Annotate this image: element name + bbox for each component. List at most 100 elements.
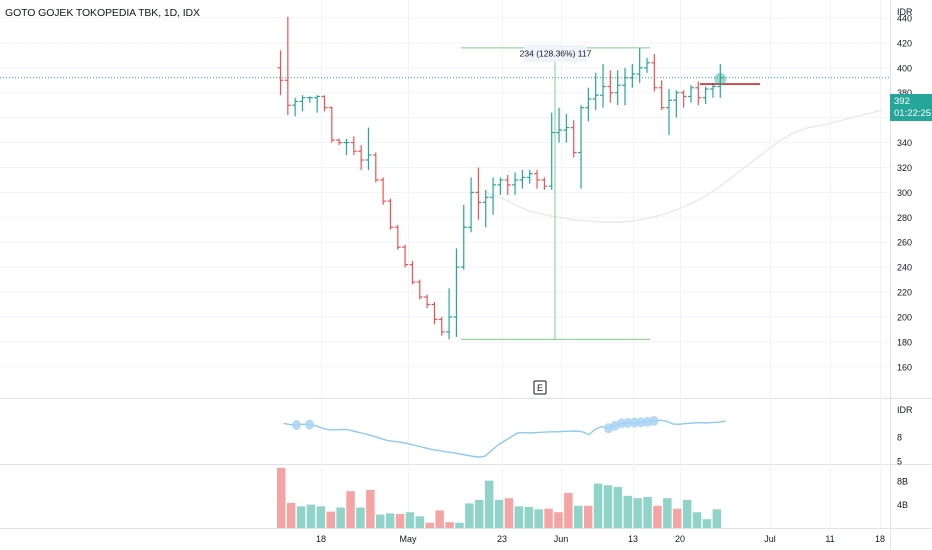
ohlc-bar[interactable]: [673, 90, 680, 118]
oscillator-marker: [649, 416, 659, 426]
price-tick-label: 260: [897, 238, 912, 248]
event-marker[interactable]: E: [537, 383, 543, 393]
ohlc-bar[interactable]: [394, 224, 401, 250]
ohlc-bar[interactable]: [512, 172, 519, 195]
ohlc-bar[interactable]: [636, 47, 643, 83]
volume-bar: [296, 506, 306, 528]
ohlc-bar[interactable]: [482, 189, 489, 228]
volume-bars: [277, 467, 722, 528]
ohlc-bar[interactable]: [358, 145, 365, 170]
event-marker-box[interactable]: [533, 380, 547, 395]
ohlc-bar[interactable]: [570, 120, 577, 158]
ohlc-bar[interactable]: [350, 136, 357, 156]
ohlc-bar[interactable]: [336, 138, 343, 146]
ohlc-bar[interactable]: [431, 301, 438, 325]
ohlc-bar[interactable]: [321, 95, 328, 112]
ohlc-bar[interactable]: [622, 67, 629, 106]
ohlc-bar[interactable]: [402, 244, 409, 268]
ohlc-bar[interactable]: [534, 169, 541, 189]
measure-label: 234 (128.36%) 117: [520, 49, 592, 59]
ohlc-bar[interactable]: [468, 177, 475, 233]
price-tick-label: 240: [897, 263, 912, 273]
ohlc-bar[interactable]: [292, 97, 299, 117]
oscillator-line: [283, 419, 726, 458]
volume-bar: [455, 522, 464, 528]
ohlc-bar[interactable]: [541, 177, 548, 190]
oscillator-marker: [305, 419, 314, 430]
moving-average-line: [485, 109, 882, 223]
ohlc-bar[interactable]: [387, 198, 394, 230]
ohlc-bar[interactable]: [475, 167, 482, 220]
price-tick-label: 340: [897, 138, 912, 148]
ohlc-bar[interactable]: [372, 152, 379, 183]
price-tick-label: 180: [897, 337, 912, 347]
oscillator-currency-label: IDR: [897, 405, 913, 415]
ohlc-bar[interactable]: [343, 138, 350, 156]
symbol-title[interactable]: GOTO GOJEK TOKOPEDIA TBK, 1D, IDX: [5, 7, 200, 19]
last-price-badge: 392 01:22:25: [890, 94, 932, 121]
ohlc-bar[interactable]: [490, 177, 497, 215]
ohlc-bar[interactable]: [687, 85, 694, 103]
ohlc-bar[interactable]: [526, 169, 533, 184]
ohlc-bar[interactable]: [519, 169, 526, 189]
ohlc-bar[interactable]: [651, 54, 658, 92]
ohlc-bar[interactable]: [306, 96, 313, 103]
ohlc-bar[interactable]: [709, 82, 716, 98]
ohlc-bar[interactable]: [644, 57, 650, 73]
ohlc-bar[interactable]: [629, 64, 636, 88]
ohlc-bar[interactable]: [592, 72, 599, 111]
ohlc-bar[interactable]: [578, 105, 585, 189]
volume-bar: [702, 519, 712, 528]
ohlc-bar[interactable]: [438, 316, 445, 336]
oscillator-marker: [292, 420, 301, 430]
ohlc-bar[interactable]: [365, 127, 372, 170]
ohlc-bar[interactable]: [277, 50, 284, 96]
ohlc-bar[interactable]: [556, 107, 563, 143]
oscillator-marker: [643, 416, 652, 427]
overlays: E: [533, 380, 547, 395]
ohlc-bar[interactable]: [380, 177, 387, 205]
ohlc-bar[interactable]: [607, 70, 614, 103]
ohlc-bar[interactable]: [702, 86, 709, 104]
volume-bar: [286, 502, 296, 528]
ohlc-bar[interactable]: [658, 80, 665, 111]
ohlc-bar[interactable]: [600, 64, 607, 108]
ohlc-bar[interactable]: [614, 70, 621, 106]
ohlc-bar[interactable]: [409, 260, 416, 285]
ohlc-bar[interactable]: [665, 88, 672, 136]
ohlc-bar[interactable]: [563, 113, 570, 143]
ohlc-bar[interactable]: [460, 204, 467, 270]
time-tick-label: 13: [628, 534, 638, 544]
oscillator-marker: [636, 417, 646, 428]
ohlc-bar[interactable]: [284, 16, 291, 116]
ohlc-bar[interactable]: [416, 279, 423, 300]
volume-bar: [326, 511, 335, 528]
ohlc-bar[interactable]: [328, 106, 335, 143]
ohlc-bars[interactable]: [277, 16, 761, 340]
ohlc-bar[interactable]: [314, 95, 321, 113]
volume-bar: [484, 480, 494, 528]
volume-bar: [356, 507, 365, 528]
ohlc-bar[interactable]: [548, 112, 555, 190]
volume-bar: [405, 512, 415, 528]
volume-bar: [544, 508, 553, 528]
ohlc-bar[interactable]: [717, 64, 724, 98]
ohlc-bar[interactable]: [695, 81, 702, 106]
bar-countdown: 01:22:25: [894, 108, 931, 119]
price-tick-label: 160: [897, 362, 912, 372]
ohlc-bar[interactable]: [453, 248, 460, 337]
last-price-marker: [714, 73, 727, 86]
ohlc-bar[interactable]: [504, 174, 511, 195]
ohlc-bar[interactable]: [446, 288, 453, 340]
ohlc-bar[interactable]: [585, 87, 592, 122]
ohlc-bar[interactable]: [299, 95, 306, 112]
volume-bar: [445, 522, 454, 528]
volume-bar: [682, 499, 692, 528]
volume-bar: [376, 514, 385, 528]
ohlc-bar[interactable]: [680, 90, 687, 108]
volume-bar: [366, 489, 375, 528]
ohlc-bar[interactable]: [497, 177, 504, 195]
ohlc-bar[interactable]: [424, 294, 431, 309]
